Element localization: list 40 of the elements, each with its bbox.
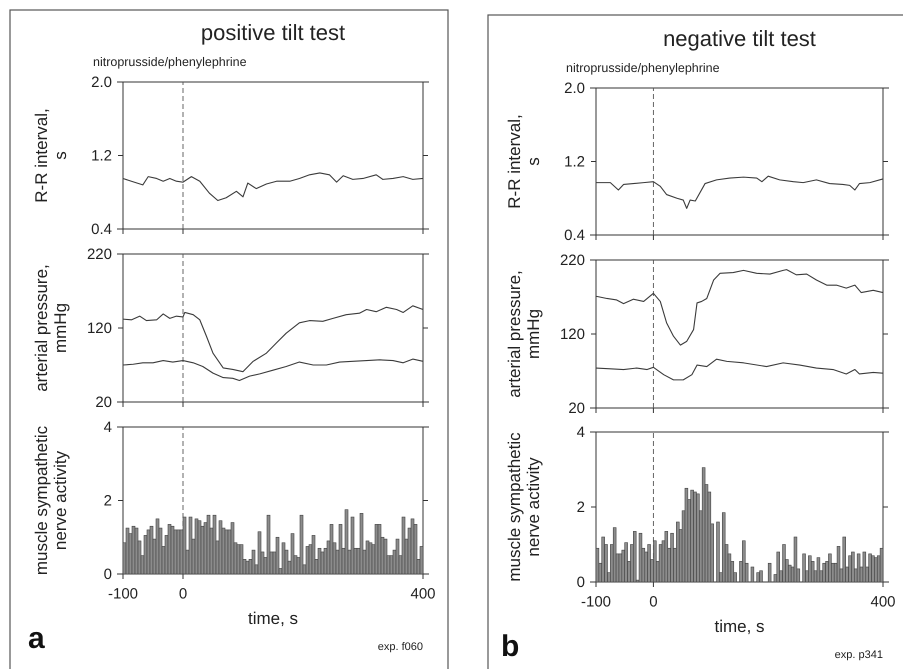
y-tick-label: 2.0 xyxy=(91,74,112,91)
y-tick-label: 0.4 xyxy=(91,220,112,238)
x-axis-title: time, s xyxy=(248,609,298,628)
x-tick-label: 0 xyxy=(649,594,658,610)
text: exp. p341 xyxy=(834,649,883,661)
y-tick-label: 0.4 xyxy=(564,226,585,244)
y-tick-label: 120 xyxy=(86,320,112,337)
x-tick-label: 400 xyxy=(410,586,436,602)
y-tick-label: 120 xyxy=(560,326,585,343)
x-axis-title: time, s xyxy=(714,617,765,636)
x-tick-label: -100 xyxy=(580,594,612,610)
text: b xyxy=(501,630,520,663)
y-tick-label: 4 xyxy=(104,418,112,436)
y-tick-label: 20 xyxy=(95,394,112,411)
chart-subtitle: nitroprusside/phenylephrine xyxy=(93,55,247,69)
chart-subtitle: nitroprusside/phenylephrine xyxy=(566,61,720,75)
y-tick-label: 220 xyxy=(86,246,112,263)
y-tick-label: 2 xyxy=(576,498,585,516)
y-tick-label: 0 xyxy=(576,574,585,591)
y-axis-title: arterial pressure, mmHg xyxy=(505,270,543,398)
y-tick-label: 220 xyxy=(560,252,585,269)
y-tick-label: 2.0 xyxy=(564,80,585,97)
x-tick-label: -100 xyxy=(108,586,138,602)
x-tick-label: 0 xyxy=(178,586,188,602)
chart-title: negative tilt test xyxy=(663,26,816,51)
text: exp. f060 xyxy=(378,641,423,653)
y-tick-label: 4 xyxy=(576,424,585,441)
y-tick-label: 0 xyxy=(104,566,112,583)
text: a xyxy=(28,622,45,655)
y-axis-title: arterial pressure, mmHg xyxy=(32,264,70,392)
y-tick-label: 1.2 xyxy=(564,153,585,170)
y-tick-label: 1.2 xyxy=(91,147,112,164)
x-tick-label: 400 xyxy=(870,594,896,610)
y-tick-label: 20 xyxy=(568,400,585,417)
y-tick-label: 2 xyxy=(104,492,112,510)
y-axis-title: muscle sympathetic nerve activity xyxy=(505,432,543,582)
chart-title: positive tilt test xyxy=(200,20,346,45)
y-axis-title: muscle sympathetic nerve activity xyxy=(32,425,70,576)
y-axis-title: R-R interval, s xyxy=(505,114,543,209)
y-axis-title: R-R interval, s xyxy=(32,108,70,203)
